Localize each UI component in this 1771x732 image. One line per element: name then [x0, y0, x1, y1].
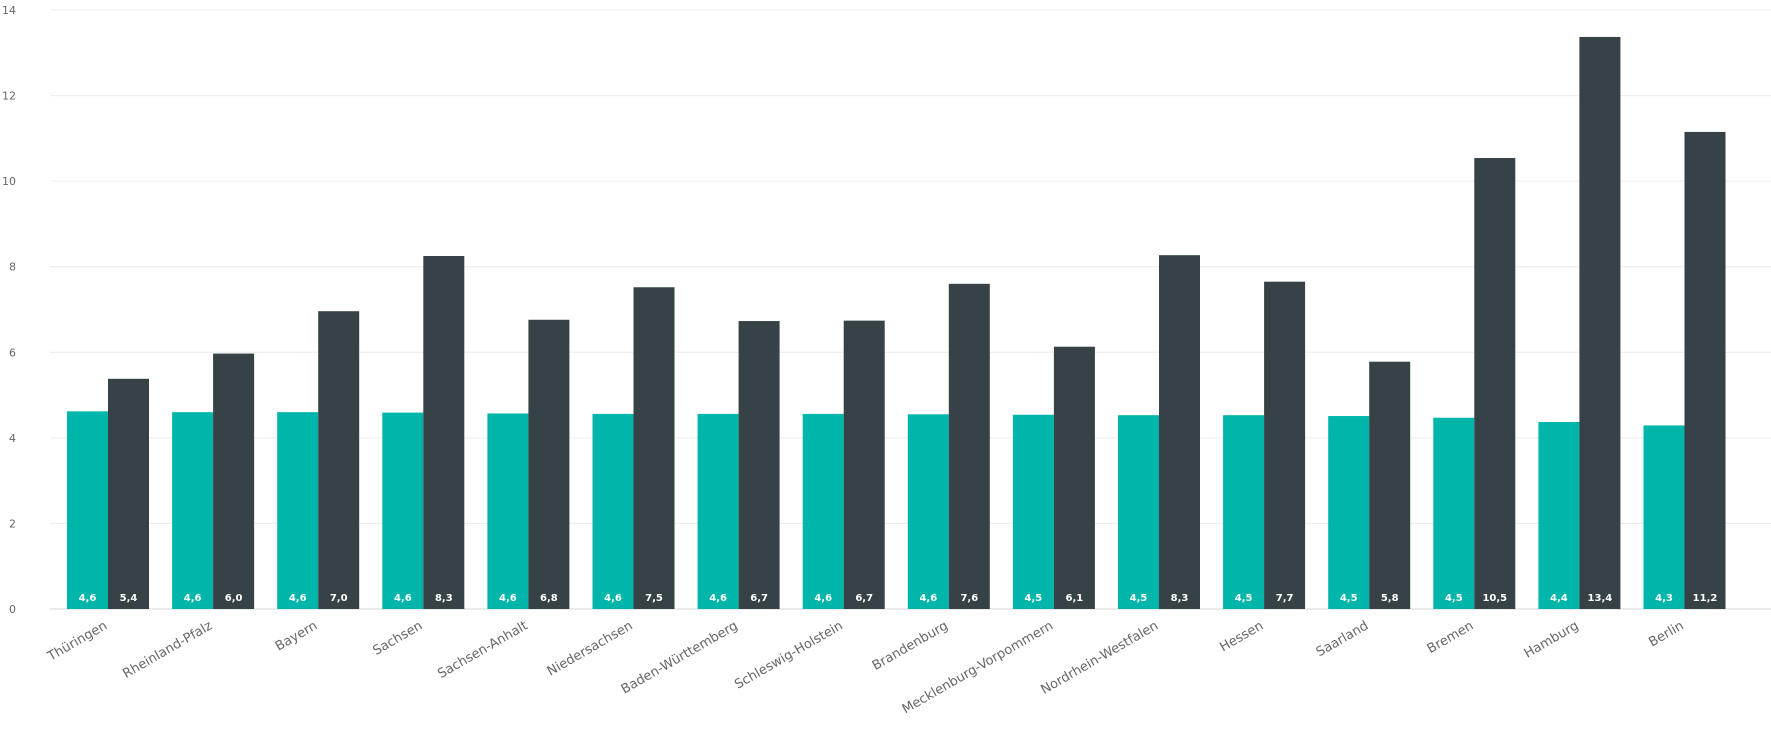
data-label: 6,8 — [540, 593, 558, 604]
bar-teal — [382, 412, 424, 609]
data-label: 13,4 — [1588, 593, 1613, 604]
bar-teal — [1012, 414, 1054, 609]
x-tick-label: Bremen — [1425, 618, 1477, 656]
bar-dark — [1369, 361, 1411, 609]
bar-dark — [843, 320, 885, 609]
data-label: 7,7 — [1276, 593, 1294, 604]
bar-teal — [172, 412, 214, 609]
bar-dark — [948, 283, 990, 609]
bar-teal — [1223, 415, 1265, 609]
bar-teal — [697, 413, 739, 609]
data-label: 4,6 — [604, 593, 622, 604]
data-label: 7,6 — [960, 593, 978, 604]
data-label: 6,7 — [855, 593, 873, 604]
data-label: 4,6 — [394, 593, 412, 604]
bar-dark — [633, 287, 675, 609]
data-label: 4,4 — [1550, 593, 1568, 604]
data-labels: 4,6 5,4 4,6 6,0 4,6 7,0 4,6 8,3 4,6 6,8 4,6 7,5 4,6 6… — [79, 593, 1718, 604]
bar-teal — [802, 413, 844, 609]
y-tick-label: 12 — [2, 90, 16, 103]
x-tick-label: Niedersachsen — [545, 618, 636, 679]
y-axis: 0 2 4 6 8 10 12 14 — [2, 4, 16, 616]
y-tick-label: 4 — [9, 432, 16, 445]
data-label: 4,6 — [709, 593, 727, 604]
data-label: 4,5 — [1130, 593, 1148, 604]
y-tick-label: 6 — [9, 346, 16, 359]
x-tick-label: Berlin — [1646, 618, 1686, 650]
x-tick-label: Schleswig-Holstein — [732, 618, 845, 692]
y-tick-label: 14 — [2, 4, 16, 17]
bar-dark — [1159, 255, 1200, 609]
x-tick-label: Sachsen-Anhalt — [435, 618, 530, 682]
data-label: 4,6 — [79, 593, 97, 604]
bar-dark — [1579, 36, 1621, 609]
y-tick-label: 0 — [9, 603, 16, 616]
bar-teal — [907, 414, 949, 609]
data-label: 6,0 — [225, 593, 243, 604]
data-label: 10,5 — [1482, 593, 1507, 604]
bar-teal — [1328, 416, 1370, 609]
x-axis: Thüringen Rheinland-Pfalz Bayern Sachsen Sac… — [44, 618, 1686, 717]
data-label: 5,8 — [1381, 593, 1399, 604]
bar-dark — [318, 311, 360, 609]
x-tick-label: Nordrhein-Westfalen — [1039, 618, 1161, 697]
x-tick-label: Baden-Württemberg — [619, 618, 741, 697]
data-label: 4,6 — [184, 593, 202, 604]
x-tick-label: Sachsen — [370, 618, 425, 658]
data-label: 11,2 — [1693, 593, 1718, 604]
bars — [67, 36, 1726, 610]
bar-teal — [1643, 425, 1685, 609]
y-tick-label: 2 — [9, 517, 16, 530]
data-label: 5,4 — [120, 593, 138, 604]
bar-teal — [1118, 415, 1159, 609]
y-tick-label: 10 — [2, 175, 16, 188]
bar-dark — [108, 378, 149, 609]
data-label: 6,7 — [750, 593, 768, 604]
x-tick-label: Rheinland-Pfalz — [120, 618, 215, 681]
bar-teal — [487, 413, 529, 609]
data-label: 4,6 — [289, 593, 307, 604]
bar-teal — [1538, 422, 1580, 609]
bar-dark — [738, 321, 780, 609]
bar-dark — [423, 256, 465, 609]
x-tick-label: Thüringen — [44, 618, 110, 665]
bar-teal — [277, 412, 319, 609]
y-tick-label: 8 — [9, 261, 16, 274]
x-tick-label: Hamburg — [1522, 618, 1582, 661]
data-label: 4,6 — [499, 593, 517, 604]
x-tick-label: Saarland — [1314, 618, 1371, 660]
data-label: 4,5 — [1025, 593, 1043, 604]
data-label: 6,1 — [1066, 593, 1084, 604]
x-tick-label: Hessen — [1217, 618, 1266, 655]
data-label: 4,6 — [814, 593, 832, 604]
data-label: 4,5 — [1235, 593, 1253, 604]
bar-teal — [592, 413, 634, 609]
data-label: 7,0 — [330, 593, 348, 604]
bar-teal — [1433, 417, 1475, 609]
data-label: 4,5 — [1445, 593, 1463, 604]
x-tick-label: Brandenburg — [870, 618, 951, 673]
bar-dark — [528, 319, 570, 609]
data-label: 7,5 — [645, 593, 663, 604]
data-label: 4,5 — [1340, 593, 1358, 604]
bar-dark — [1684, 131, 1726, 610]
data-label: 8,3 — [435, 593, 453, 604]
bar-dark — [213, 353, 255, 609]
data-label: 8,3 — [1171, 593, 1189, 604]
bar-dark — [1264, 281, 1306, 609]
bar-teal — [67, 411, 108, 609]
data-label: 4,6 — [919, 593, 937, 604]
x-tick-label: Bayern — [273, 618, 320, 654]
data-label: 4,3 — [1655, 593, 1673, 604]
bar-dark — [1474, 158, 1516, 609]
bar-dark — [1053, 346, 1095, 609]
